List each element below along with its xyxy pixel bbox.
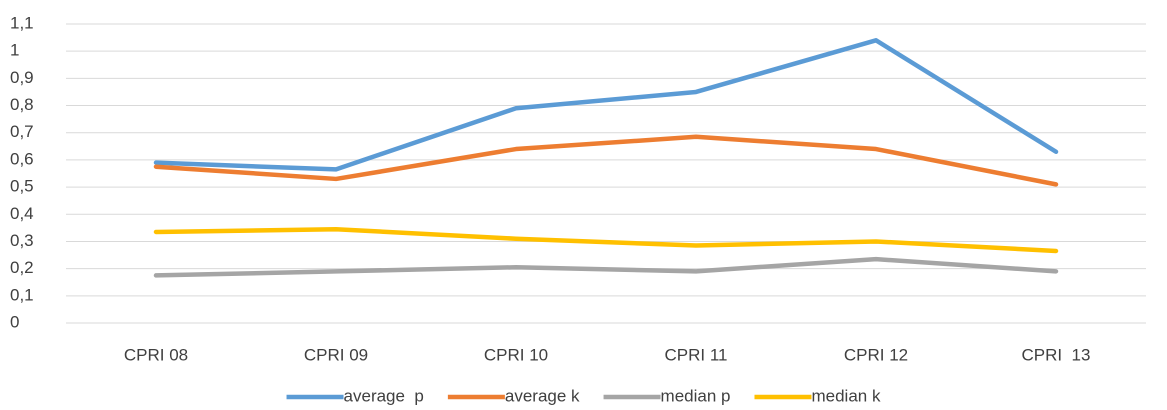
y-tick-label: 0 — [10, 312, 19, 331]
y-tick-label: 0,9 — [10, 68, 34, 87]
line-series — [153, 256, 1059, 278]
x-tick-label: CPRI 09 — [304, 345, 368, 364]
y-tick-label: 0,5 — [10, 177, 34, 196]
y-tick-label: 0,2 — [10, 258, 34, 277]
line-series — [153, 134, 1059, 187]
x-tick-label: CPRI 08 — [124, 345, 188, 364]
x-tick-label: CPRI 10 — [484, 345, 548, 364]
legend-label: average p — [344, 386, 424, 405]
line-series — [153, 226, 1059, 254]
x-tick-label: CPRI 13 — [1022, 345, 1091, 364]
y-tick-label: 0,7 — [10, 122, 34, 141]
line-series — [153, 38, 1059, 172]
y-tick-label: 0,6 — [10, 149, 34, 168]
y-tick-label: 0,3 — [10, 231, 34, 250]
x-tick-label: CPRI 11 — [665, 345, 728, 364]
y-tick-label: 0,4 — [10, 204, 34, 223]
y-tick-label: 0,1 — [10, 285, 34, 304]
y-tick-label: 1,1 — [10, 13, 34, 32]
y-tick-label: 0,8 — [10, 95, 34, 114]
y-tick-label: 1 — [10, 41, 19, 60]
legend-label: median k — [811, 386, 880, 405]
legend-label: average k — [505, 386, 580, 405]
legend-label: median p — [661, 386, 731, 405]
x-tick-label: CPRI 12 — [844, 345, 908, 364]
